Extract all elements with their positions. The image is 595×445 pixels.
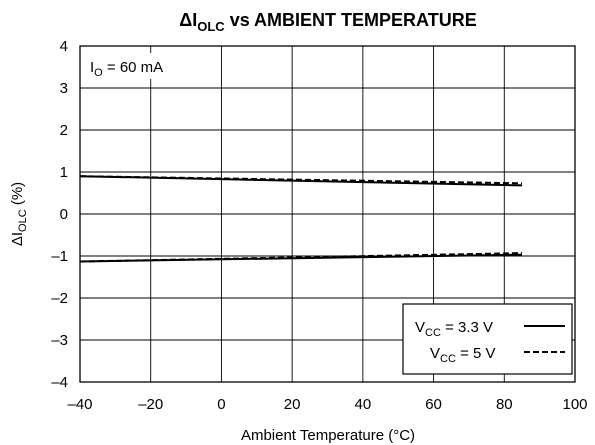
y-axis-label: ΔIOLC (%)	[9, 182, 29, 246]
condition-sub: O	[94, 67, 103, 79]
y-tick-label: 0	[60, 206, 68, 223]
condition-bg	[84, 53, 182, 79]
legend-5v-suffix: = 5 V	[456, 345, 496, 362]
legend-5v-sub: CC	[440, 353, 456, 365]
condition-prefix: I	[90, 59, 94, 76]
legend-3v3-prefix: V	[415, 319, 425, 336]
plot-frame	[79, 45, 576, 383]
x-tick-label: –20	[138, 396, 163, 413]
y-tick-label: –1	[51, 248, 68, 265]
x-tick-label: 20	[284, 396, 301, 413]
x-tick-label: 0	[217, 396, 225, 413]
y-tick-label: –3	[51, 332, 68, 349]
y-tick-label: –4	[51, 374, 68, 391]
y-axis-label-sub: OLC	[17, 209, 29, 232]
legend-3v3-sub: CC	[425, 327, 441, 339]
y-axis-label-suffix: (%)	[9, 182, 26, 210]
y-tick-label: 4	[60, 38, 68, 55]
condition-suffix: = 60 mA	[103, 59, 163, 76]
legend-label-3v3: VCC = 3.3 V	[415, 319, 493, 339]
legend-3v3-suffix: = 3.3 V	[441, 319, 493, 336]
series-line-5v	[79, 175, 523, 185]
x-tick-label: –40	[67, 396, 92, 413]
x-tick-label: 80	[496, 396, 513, 413]
legend-5v-prefix: V	[430, 345, 440, 362]
chart-title-rest: vs AMBIENT TEMPERATURE	[225, 10, 477, 30]
series-line-5v	[79, 252, 523, 263]
legend-label-5v: VCC = 5 V	[430, 345, 496, 365]
chart-title-prefix: ΔI	[179, 10, 197, 30]
y-tick-label: –2	[51, 290, 68, 307]
legend-box	[402, 303, 573, 375]
y-axis-label-prefix: ΔI	[9, 232, 26, 246]
y-tick-labels: 4 3 2 1 0 –1 –2 –3 –4	[51, 38, 68, 391]
y-tick-label: 2	[60, 122, 68, 139]
x-tick-label: 100	[562, 396, 587, 413]
chart-title: ΔIOLC vs AMBIENT TEMPERATURE	[179, 10, 476, 34]
x-tick-labels: –40 –20 0 20 40 60 80 100	[67, 396, 587, 413]
chart-title-sub: OLC	[197, 19, 225, 34]
x-tick-label: 60	[425, 396, 442, 413]
series-group	[79, 175, 523, 263]
x-tick-label: 40	[355, 396, 372, 413]
y-tick-label: 3	[60, 80, 68, 97]
legend: VCC = 3.3 V VCC = 5 V	[402, 303, 573, 375]
x-axis-label: Ambient Temperature (°C)	[241, 427, 415, 444]
y-tick-label: 1	[60, 164, 68, 181]
condition-label: IO = 60 mA	[90, 59, 163, 79]
